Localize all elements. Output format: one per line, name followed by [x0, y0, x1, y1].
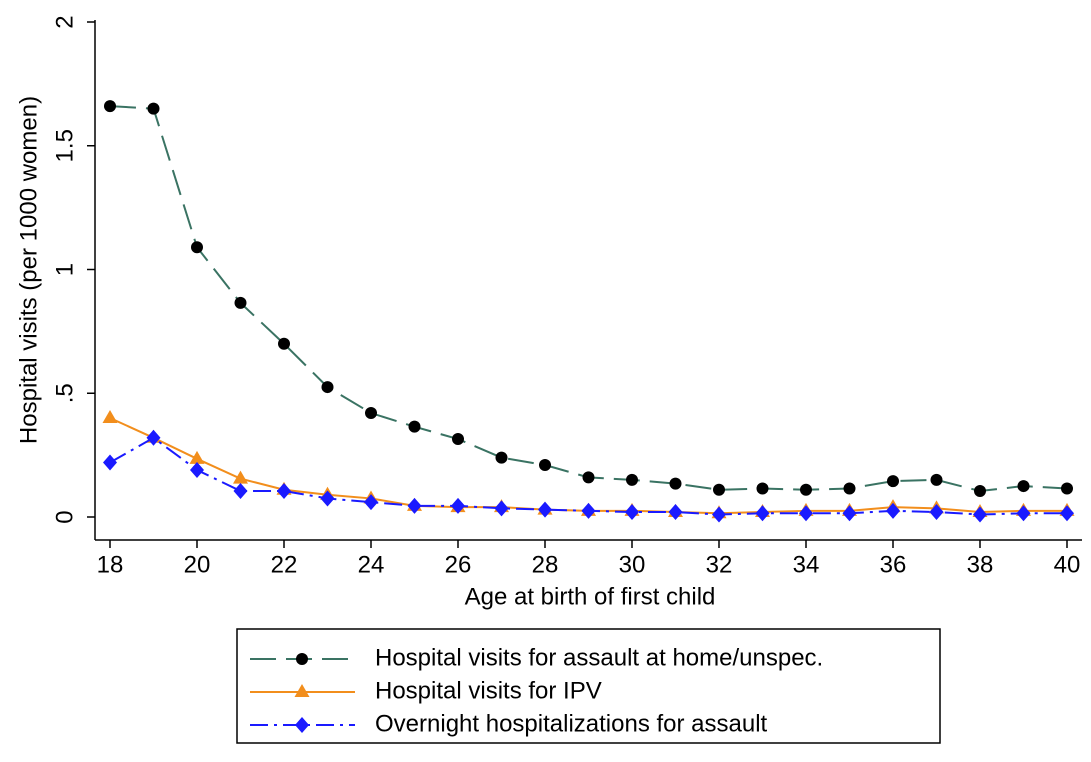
series-line — [109, 105, 1068, 493]
x-tick-label: 28 — [532, 551, 559, 578]
x-tick-label: 20 — [184, 551, 211, 578]
marker — [626, 473, 638, 486]
legend-box — [236, 628, 941, 744]
legend-label: Overnight hospitalizations for assault — [375, 710, 768, 737]
marker — [102, 410, 118, 423]
marker — [669, 477, 682, 490]
x-tick-label: 40 — [1054, 551, 1081, 578]
x-tick-label: 22 — [271, 551, 298, 578]
legend-marker — [295, 717, 309, 733]
marker — [408, 420, 421, 433]
marker — [191, 241, 203, 254]
marker — [625, 504, 639, 521]
marker — [929, 504, 944, 521]
marker — [887, 475, 899, 488]
marker — [886, 502, 900, 519]
legend-marker — [296, 653, 308, 665]
y-axis-title: Hospital visits (per 1000 women) — [15, 96, 42, 444]
marker — [234, 296, 247, 309]
marker — [365, 407, 377, 420]
marker — [538, 501, 552, 518]
marker — [103, 454, 117, 471]
marker — [930, 473, 943, 486]
marker — [539, 459, 551, 472]
marker — [233, 483, 248, 500]
marker — [147, 102, 160, 115]
marker — [190, 461, 204, 478]
marker — [973, 506, 987, 523]
x-tick-label: 32 — [706, 551, 733, 578]
marker — [1016, 505, 1031, 522]
marker — [495, 451, 508, 464]
x-tick-label: 34 — [793, 551, 820, 578]
y-tick-label: 0 — [51, 510, 78, 523]
marker — [712, 506, 726, 523]
marker — [233, 470, 248, 484]
marker — [452, 433, 464, 446]
x-tick-label: 26 — [445, 551, 472, 578]
marker — [1061, 482, 1073, 495]
marker — [364, 494, 378, 511]
marker — [407, 497, 422, 514]
marker — [842, 505, 857, 522]
marker — [451, 497, 465, 514]
y-tick-label: .5 — [51, 383, 78, 403]
legend-marker — [294, 684, 310, 697]
marker — [1060, 505, 1074, 522]
legend-label: Hospital visits for assault at home/unsp… — [375, 644, 823, 671]
marker — [1017, 480, 1030, 493]
legend-label: Hospital visits for IPV — [375, 677, 602, 704]
marker — [581, 502, 596, 519]
series-line — [109, 417, 1067, 515]
marker — [974, 485, 986, 498]
y-tick-label: 1 — [51, 263, 78, 276]
marker — [713, 483, 725, 496]
y-tick-label: 1.5 — [51, 129, 78, 162]
marker — [104, 100, 116, 113]
marker — [800, 483, 812, 496]
marker — [582, 471, 595, 484]
x-axis-title: Age at birth of first child — [465, 583, 716, 610]
marker — [843, 482, 856, 495]
x-tick-label: 24 — [358, 551, 385, 578]
x-tick-label: 36 — [880, 551, 907, 578]
marker — [756, 482, 769, 495]
marker — [320, 490, 335, 507]
y-tick-label: 2 — [51, 15, 78, 28]
marker — [277, 483, 291, 500]
marker — [668, 504, 683, 521]
marker — [278, 337, 290, 350]
x-tick-label: 30 — [619, 551, 646, 578]
marker — [146, 429, 161, 446]
marker — [799, 505, 813, 522]
x-tick-label: 18 — [97, 551, 124, 578]
marker — [755, 505, 770, 522]
x-tick-label: 38 — [967, 551, 994, 578]
marker — [494, 500, 509, 517]
marker — [189, 450, 205, 464]
marker — [321, 381, 334, 394]
